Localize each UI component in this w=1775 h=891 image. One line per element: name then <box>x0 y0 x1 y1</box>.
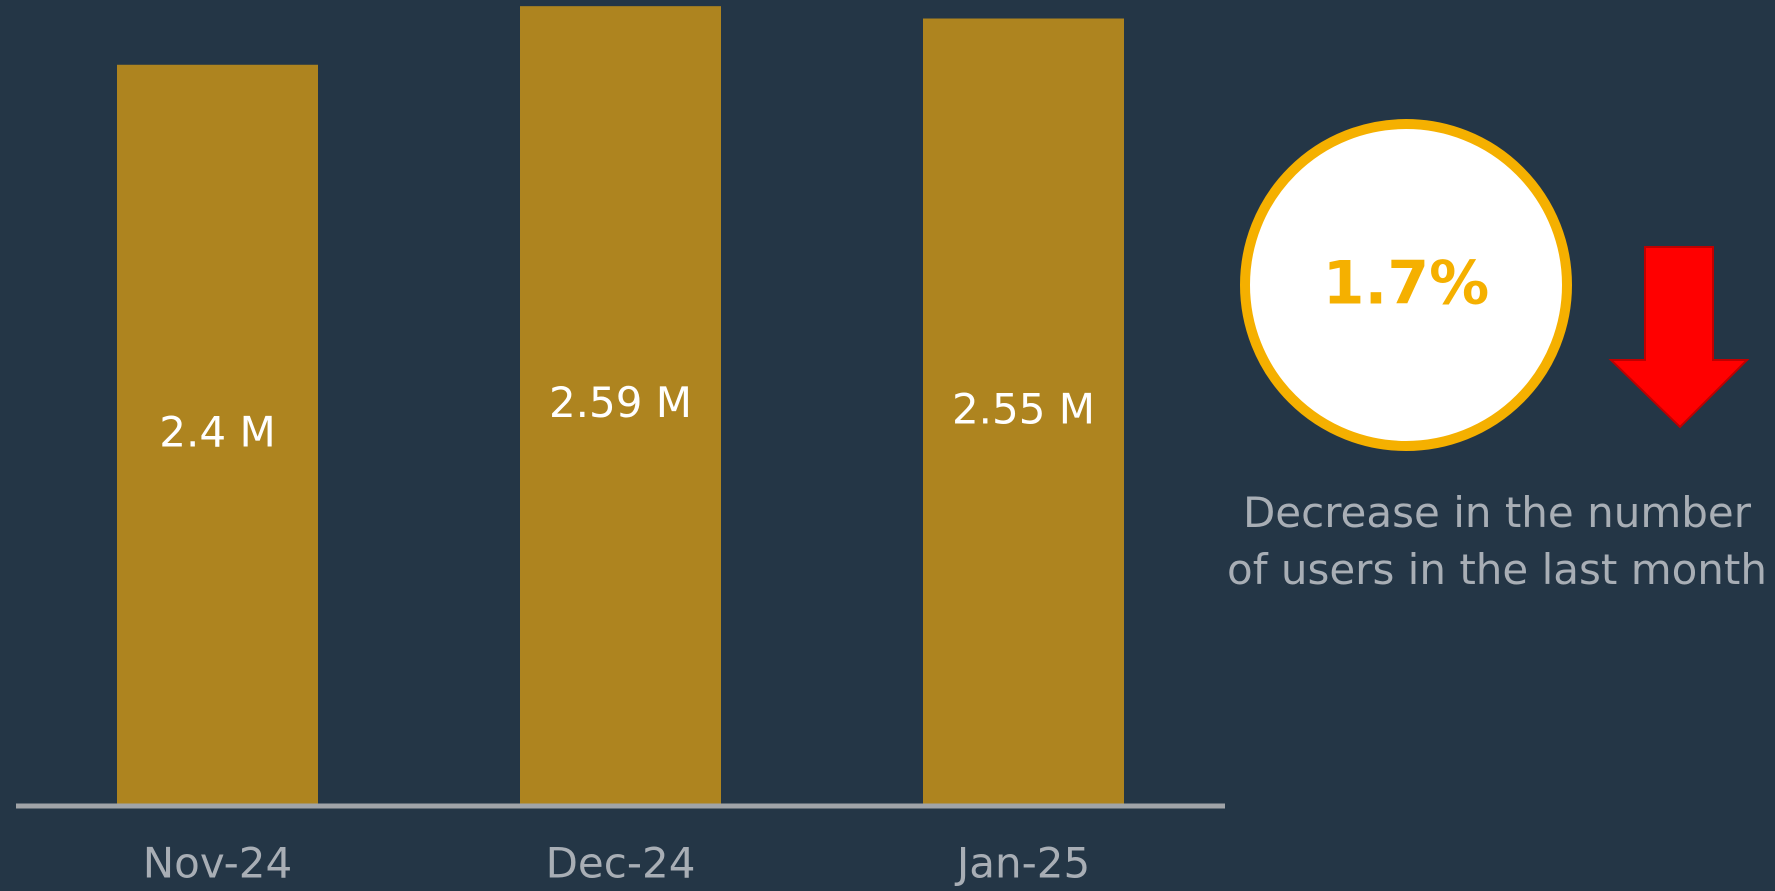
down-arrow <box>1608 246 1750 429</box>
callout-value: 1.7% <box>1323 249 1489 319</box>
bar <box>520 6 721 806</box>
x-tick-label: Nov-24 <box>143 839 292 888</box>
bar <box>923 18 1124 806</box>
x-tick-label: Dec-24 <box>546 839 696 888</box>
callout-circle <box>1240 119 1572 451</box>
value-label: 2.55 M <box>952 384 1095 433</box>
value-label: 2.4 M <box>159 407 275 456</box>
bar <box>117 64 318 805</box>
callout-text: Decrease in the number of users in the l… <box>1227 488 1768 594</box>
x-tick-label: Jan-25 <box>954 839 1090 888</box>
value-label: 2.59 M <box>549 378 692 427</box>
